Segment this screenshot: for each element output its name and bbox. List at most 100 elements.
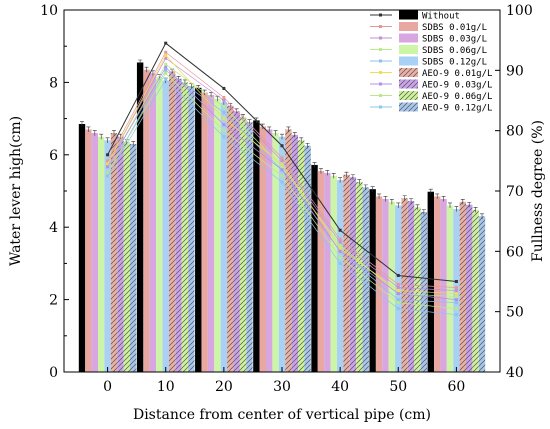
line-point: [338, 246, 342, 250]
error-bar: [460, 199, 465, 205]
line-point: [222, 111, 226, 115]
error-bar: [480, 213, 484, 219]
bar-2-30: [259, 126, 266, 372]
bar-3-0: [91, 133, 98, 372]
bar-9-0: [130, 143, 137, 372]
y2-tick-label: 100: [506, 3, 533, 19]
line-point: [106, 171, 110, 175]
line-point: [396, 283, 400, 287]
error-bar: [350, 174, 355, 180]
error-bar: [105, 137, 110, 143]
y-tick-label: 0: [49, 365, 58, 381]
line-point: [338, 228, 342, 232]
bar-3-10: [149, 73, 157, 372]
line-point: [106, 159, 110, 163]
legend-label: SDBS 0.01g/L: [422, 23, 487, 33]
line-point: [222, 129, 226, 133]
line-point: [280, 180, 284, 184]
y-tick-label: 2: [49, 293, 58, 309]
error-bar: [273, 130, 278, 136]
bar-7-50: [407, 201, 415, 372]
bar-9-30: [304, 145, 311, 372]
error-bar: [176, 75, 181, 82]
x-tick-label: 50: [389, 379, 407, 395]
bar-6-20: [227, 105, 234, 373]
bar-3-20: [207, 95, 215, 372]
error-bar: [325, 170, 330, 176]
y-tick-label: 8: [49, 75, 58, 91]
error-bar: [99, 133, 104, 140]
bar-1-50: [369, 189, 376, 372]
error-bar: [292, 132, 297, 138]
legend-swatch: [399, 45, 418, 54]
bar-8-20: [239, 116, 247, 372]
legend-label: AEO-9 0.03g/L: [422, 81, 492, 91]
bar-2-40: [317, 171, 325, 372]
bar-2-10: [143, 69, 150, 372]
bar-4-20: [214, 98, 221, 372]
legend-marker: [379, 82, 382, 86]
y-tick-label: 4: [49, 220, 58, 236]
bar-5-20: [220, 102, 228, 372]
bar-4-50: [388, 201, 396, 372]
error-bar: [299, 137, 304, 143]
x-tick-label: 20: [215, 379, 233, 395]
legend-swatch: [399, 91, 418, 100]
legend-marker: [379, 94, 382, 97]
bar-6-40: [343, 174, 350, 372]
y2-tick-label: 70: [506, 184, 524, 200]
axes-layer: 0 2 4 6 8 10 40 50 60 70 80 90 100 0 10 20 30 40 50 60: [40, 3, 533, 395]
error-bar: [370, 186, 375, 192]
error-bar: [344, 171, 349, 178]
error-bar: [421, 209, 426, 215]
line-point: [454, 289, 458, 293]
bar-2-50: [375, 196, 383, 372]
legend-marker: [379, 71, 382, 74]
legend-label: SDBS 0.06g/L: [422, 46, 487, 56]
line-point: [454, 295, 458, 299]
legend-swatch: [399, 33, 418, 43]
line-point: [454, 280, 458, 283]
legend-label: Without: [422, 12, 460, 22]
line-point: [222, 86, 226, 90]
line-point: [280, 144, 284, 148]
error-bar: [92, 130, 97, 136]
error-bar: [312, 162, 317, 168]
error-bar: [331, 172, 336, 179]
line-point: [396, 298, 400, 302]
line-point: [396, 292, 400, 296]
lines-layer: [106, 41, 458, 317]
legend-marker: [379, 25, 382, 28]
line-point: [164, 68, 168, 72]
y2-axis-label: Fullness degree (%): [530, 120, 546, 262]
error-bar: [138, 59, 143, 65]
legend-marker: [379, 59, 382, 63]
error-bar: [409, 198, 414, 204]
y2-tick-label: 50: [506, 305, 524, 321]
x-tick-label: 0: [103, 379, 112, 395]
bar-9-40: [362, 187, 369, 372]
legend-marker: [379, 13, 382, 17]
line-point: [338, 261, 342, 265]
line-point: [280, 168, 284, 172]
line-point: [106, 174, 110, 178]
legend-marker: [379, 36, 382, 40]
x-tick-label: 30: [273, 379, 291, 395]
bar-3-60: [440, 198, 447, 372]
bar-8-10: [181, 82, 189, 373]
legend-marker: [379, 48, 382, 51]
error-bar: [80, 121, 84, 127]
line-point: [454, 298, 458, 302]
legend-swatch: [399, 10, 418, 20]
line-point: [164, 41, 168, 45]
error-bar: [363, 184, 368, 190]
bar-6-30: [285, 129, 292, 372]
bar-9-10: [188, 86, 195, 373]
bar-1-0: [78, 124, 86, 372]
bar-8-40: [356, 181, 363, 372]
line-point: [164, 65, 168, 69]
error-bar: [454, 206, 459, 212]
bar-1-60: [427, 191, 434, 372]
